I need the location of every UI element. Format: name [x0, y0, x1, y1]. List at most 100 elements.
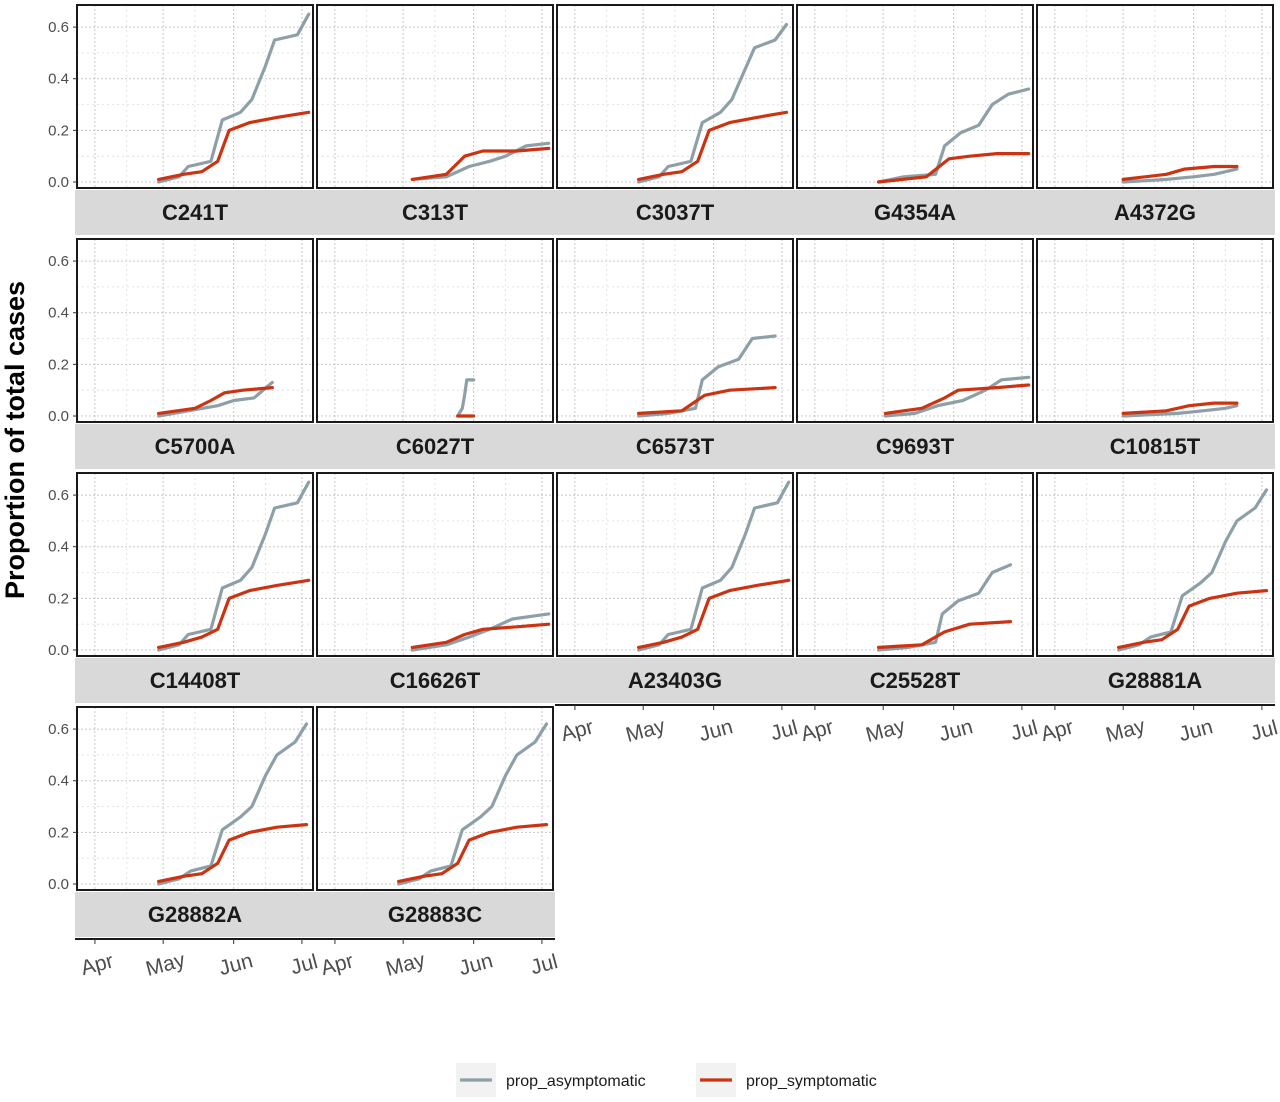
x-tick-label: May — [863, 714, 908, 747]
strip-background — [555, 190, 795, 235]
x-tick-label: Apr — [78, 949, 116, 980]
y-tick-label: 0.4 — [48, 305, 69, 322]
strip-background — [75, 892, 315, 937]
facet-panel: A4372G — [1035, 4, 1275, 235]
x-tick-label: Jun — [937, 715, 976, 746]
series-line-asymptomatic — [456, 378, 476, 418]
x-tick-label: Jun — [1177, 715, 1216, 746]
facet-panel: C5700A 0.0 0.2 0.4 0.6 — [48, 238, 315, 469]
strip-label: C16626T — [390, 668, 481, 693]
y-tick-label: 0.2 — [48, 356, 69, 373]
y-tick-label: 0.6 — [48, 253, 69, 270]
series-line-symptomatic — [157, 386, 274, 415]
series-line-asymptomatic — [1121, 167, 1239, 184]
panel-border — [76, 472, 314, 657]
facet-panels: C241T 0.0 0.2 0.4 0.6 C313T C3037T G4354A A4372G… — [48, 4, 1280, 981]
series-line-symptomatic — [157, 110, 311, 181]
strip-background — [315, 892, 555, 937]
x-tick-label: May — [383, 948, 428, 981]
x-tick-label: May — [1103, 714, 1148, 747]
strip-label: C313T — [402, 200, 469, 225]
series-line-asymptomatic — [157, 722, 309, 886]
panel-border — [316, 4, 554, 189]
series-line-asymptomatic — [877, 87, 1031, 184]
series-line-asymptomatic — [157, 480, 311, 652]
y-tick-label: 0.4 — [48, 71, 69, 88]
series-line-asymptomatic — [1117, 488, 1269, 652]
series-line-symptomatic — [1121, 401, 1239, 415]
strip-background — [75, 424, 315, 469]
strip-background — [1035, 658, 1275, 703]
strip-background — [1035, 424, 1275, 469]
x-tick-label: Apr — [798, 715, 836, 746]
series-line-asymptomatic — [883, 375, 1031, 418]
y-axis-label: Proportion of total cases — [0, 281, 30, 599]
panel-border — [556, 238, 794, 423]
strip-background — [75, 190, 315, 235]
y-tick-label: 0.6 — [48, 721, 69, 738]
x-tick-label: Jul — [528, 950, 560, 979]
strip-background — [315, 190, 555, 235]
facet-panel: C25528T Apr May Jun Jul — [795, 472, 1040, 747]
strip-label: G4354A — [874, 200, 956, 225]
series-line-symptomatic — [410, 622, 551, 649]
strip-background — [555, 658, 795, 703]
series-line-asymptomatic — [1121, 404, 1239, 418]
strip-label: C3037T — [636, 200, 715, 225]
facet-panel: C6027T — [315, 238, 555, 469]
strip-background — [315, 424, 555, 469]
y-tick-label: 0.0 — [48, 876, 69, 893]
panel-border — [76, 706, 314, 891]
x-tick-label: Apr — [318, 949, 356, 980]
series-line-asymptomatic — [157, 380, 274, 418]
series-line-symptomatic — [877, 620, 1013, 649]
x-tick-label: Jul — [288, 950, 320, 979]
strip-label: C10815T — [1110, 434, 1201, 459]
strip-background — [555, 424, 795, 469]
strip-label: C25528T — [870, 668, 961, 693]
series-line-asymptomatic — [410, 612, 551, 652]
panel-border — [1036, 4, 1274, 189]
strip-background — [795, 190, 1035, 235]
x-tick-label: Jul — [1008, 716, 1040, 745]
panel-border — [316, 472, 554, 657]
series-line-asymptomatic — [637, 480, 791, 652]
x-tick-label: Jul — [768, 716, 800, 745]
panel-border — [1036, 238, 1274, 423]
facet-panel: C16626T — [315, 472, 555, 703]
series-line-symptomatic — [877, 152, 1031, 184]
y-tick-label: 0.0 — [48, 642, 69, 659]
panel-border — [796, 4, 1034, 189]
legend: prop_asymptomatic prop_symptomatic — [456, 1063, 877, 1097]
series-line-asymptomatic — [157, 12, 311, 184]
series-line-symptomatic — [883, 383, 1031, 415]
strip-label: G28883C — [388, 902, 482, 927]
y-tick-label: 0.2 — [48, 122, 69, 139]
facet-panel: G28882A 0.0 0.2 0.4 0.6 Apr May Jun Jul — [48, 706, 320, 981]
panel-border — [316, 238, 554, 423]
facet-panel: C6573T — [555, 238, 795, 469]
strip-background — [795, 658, 1035, 703]
x-tick-label: Apr — [558, 715, 596, 746]
series-line-symptomatic — [410, 146, 551, 181]
series-line-asymptomatic — [397, 722, 549, 886]
x-tick-label: Jun — [697, 715, 736, 746]
panel-border — [76, 4, 314, 189]
x-tick-label: Apr — [1038, 715, 1076, 746]
facet-panel: A23403G Apr May Jun Jul — [555, 472, 800, 747]
y-tick-label: 0.4 — [48, 539, 69, 556]
facet-panel: G28881A Apr May Jun Jul — [1035, 472, 1280, 747]
series-line-symptomatic — [637, 110, 789, 181]
series-line-asymptomatic — [410, 141, 551, 181]
y-tick-label: 0.6 — [48, 19, 69, 36]
strip-background — [1035, 190, 1275, 235]
facet-panel: C9693T — [795, 238, 1035, 469]
x-tick-label: Jun — [217, 949, 256, 980]
strip-label: C241T — [162, 200, 229, 225]
series-line-symptomatic — [157, 823, 309, 883]
series-line-symptomatic — [637, 386, 777, 415]
x-tick-label: Jul — [1248, 716, 1280, 745]
x-tick-label: Jun — [457, 949, 496, 980]
facet-panel: C10815T — [1035, 238, 1275, 469]
legend-label: prop_asymptomatic — [506, 1073, 646, 1090]
